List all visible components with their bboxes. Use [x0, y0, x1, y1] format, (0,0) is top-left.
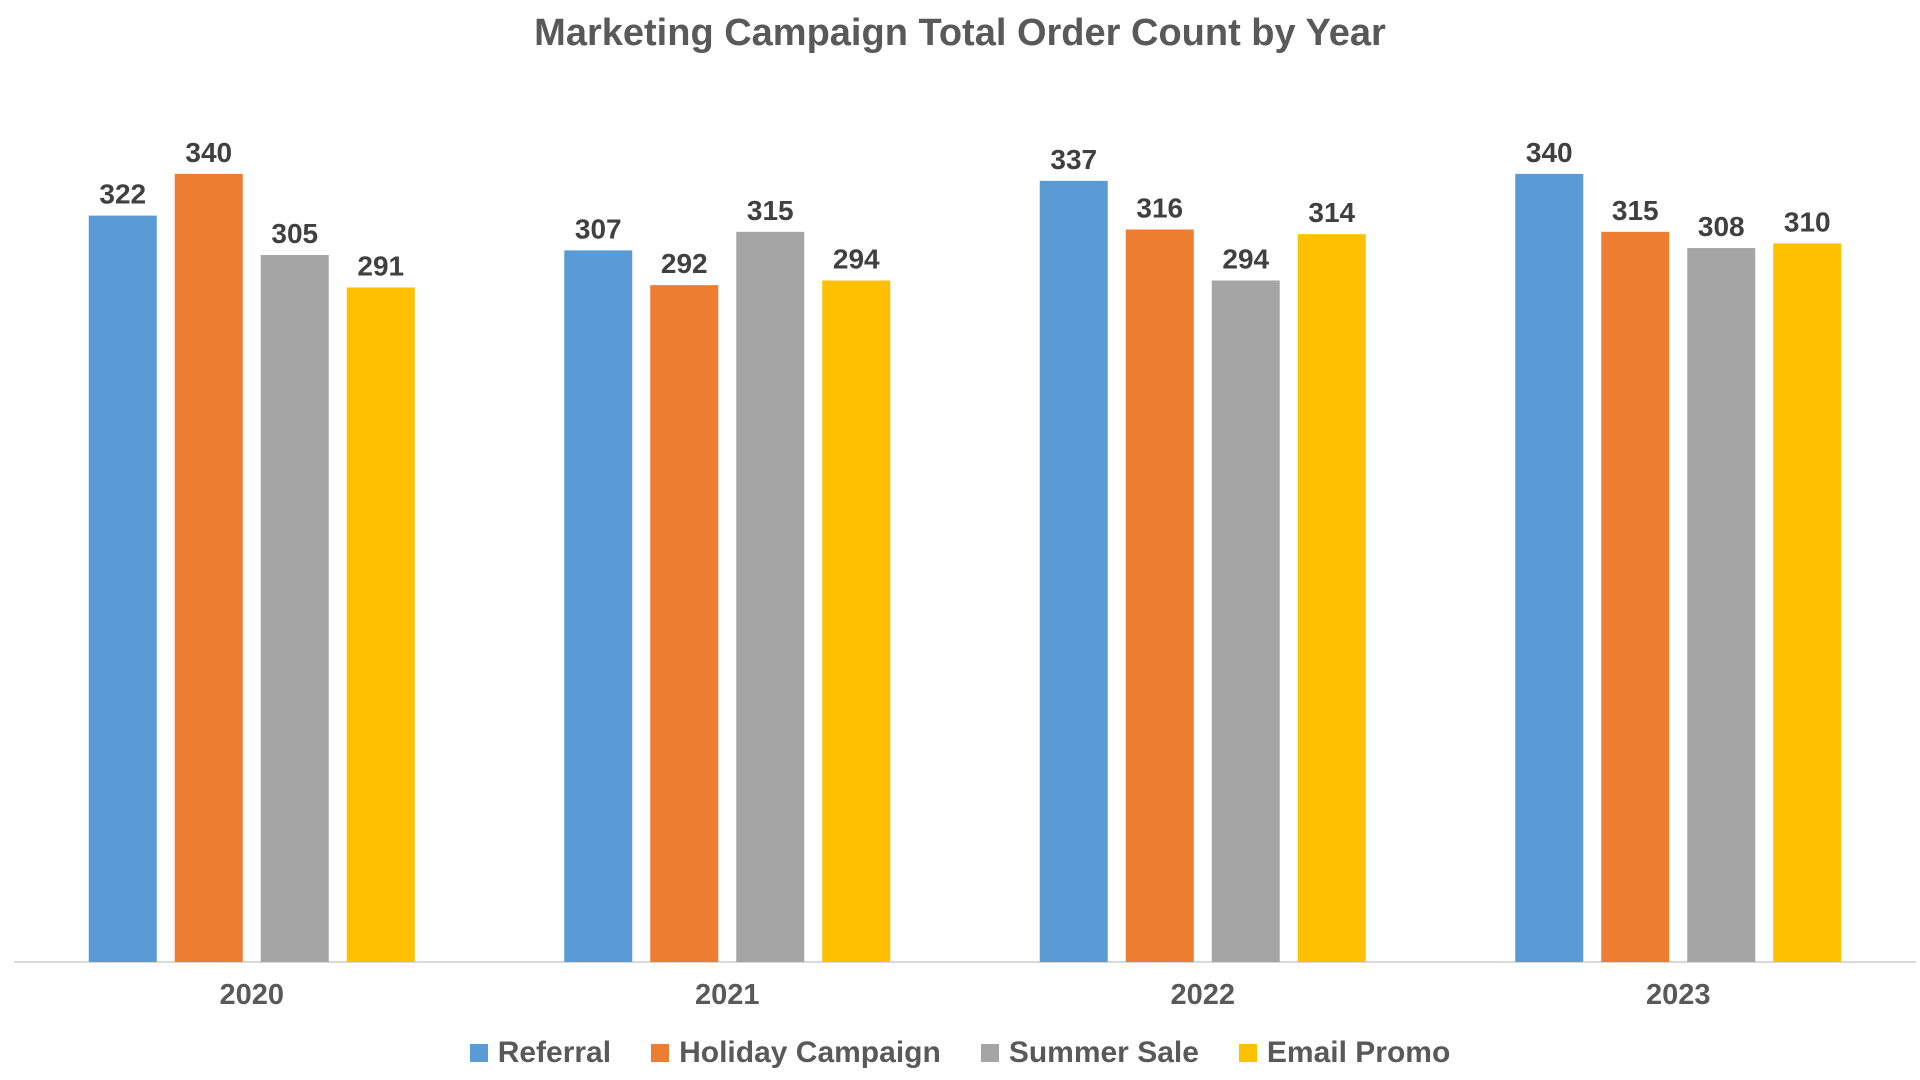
bar-summer-sale-2022 — [1211, 280, 1280, 962]
data-label: 292 — [661, 248, 708, 279]
legend-swatch — [980, 1044, 999, 1062]
data-label: 307 — [575, 213, 622, 244]
data-label: 340 — [1526, 137, 1573, 168]
legend-swatch — [1238, 1044, 1257, 1062]
data-label: 340 — [185, 137, 232, 168]
bar-holiday-campaign-2020 — [174, 173, 243, 962]
x-tick-label: 2021 — [695, 979, 760, 1011]
bar-summer-sale-2020 — [260, 255, 329, 962]
x-tick-label: 2023 — [1646, 979, 1711, 1011]
bar-holiday-campaign-2022 — [1125, 229, 1194, 963]
bar-email-promo-2020 — [346, 287, 415, 962]
legend-swatch — [651, 1044, 670, 1062]
legend-item: Summer Sale — [980, 1036, 1199, 1070]
bar-referral-2020 — [88, 215, 157, 962]
x-tick-label: 2022 — [1170, 979, 1235, 1011]
data-label: 294 — [1222, 244, 1269, 275]
bar-email-promo-2022 — [1297, 234, 1366, 962]
bar-email-promo-2023 — [1773, 243, 1842, 963]
legend-item: Email Promo — [1238, 1036, 1451, 1070]
bar-holiday-campaign-2021 — [650, 285, 719, 962]
bar-email-promo-2021 — [822, 280, 891, 962]
legend-label: Referral — [497, 1036, 612, 1069]
x-tick-label: 2020 — [219, 979, 284, 1011]
data-label: 308 — [1698, 211, 1745, 242]
bar-summer-sale-2021 — [736, 231, 805, 962]
chart-legend: Referral Holiday Campaign Summer Sale Email… — [0, 1036, 1920, 1070]
bar-referral-2022 — [1039, 180, 1108, 963]
bar-referral-2021 — [564, 250, 633, 962]
data-label: 310 — [1784, 206, 1831, 237]
bar-referral-2023 — [1515, 173, 1584, 962]
chart-title: Marketing Campaign Total Order Count by … — [534, 12, 1386, 54]
data-label: 315 — [1612, 195, 1659, 226]
legend-swatch — [469, 1044, 488, 1062]
bar-holiday-campaign-2023 — [1601, 231, 1670, 962]
legend-label: Holiday Campaign — [679, 1036, 941, 1069]
data-label: 305 — [271, 218, 318, 249]
legend-label: Summer Sale — [1008, 1036, 1199, 1069]
data-label: 322 — [99, 179, 146, 210]
data-label: 316 — [1136, 193, 1183, 224]
data-label: 337 — [1050, 144, 1097, 175]
bar-summer-sale-2023 — [1687, 248, 1756, 962]
data-label: 294 — [833, 244, 880, 275]
legend-item: Holiday Campaign — [651, 1036, 941, 1070]
data-label: 291 — [357, 250, 404, 281]
data-label: 314 — [1308, 197, 1355, 228]
data-label: 315 — [747, 195, 794, 226]
legend-label: Email Promo — [1266, 1036, 1451, 1069]
legend-item: Referral — [469, 1036, 612, 1070]
